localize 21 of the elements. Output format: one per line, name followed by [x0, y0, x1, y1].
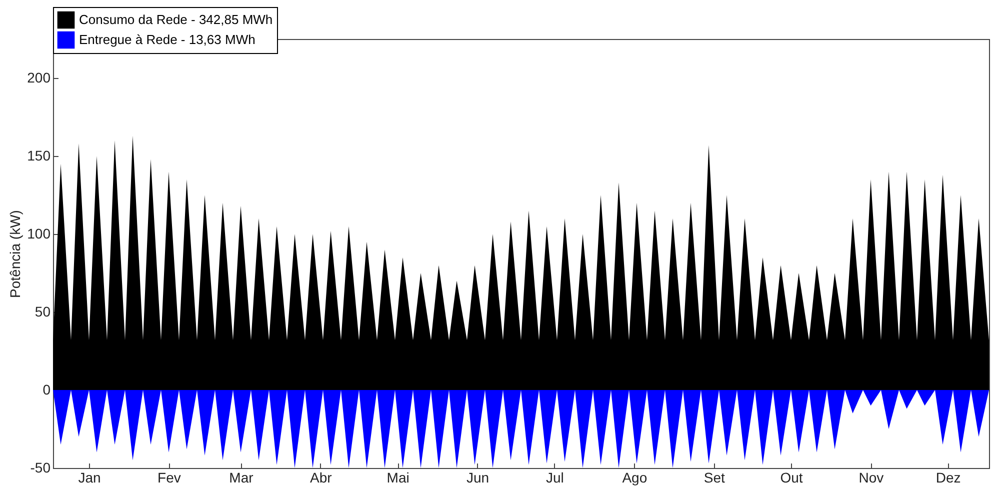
y-tick-label: 200: [27, 70, 51, 86]
y-tick-label: 150: [27, 148, 51, 164]
x-tick-label: Dez: [936, 470, 961, 486]
y-tick-label: 50: [34, 304, 51, 320]
x-tick-label: Abr: [310, 470, 332, 486]
x-tick-label: Mai: [386, 470, 410, 486]
x-tick-label: Nov: [858, 470, 884, 486]
x-tick-label: Jun: [466, 470, 490, 486]
y-tick-label: -50: [30, 460, 51, 476]
x-tick-label: Jan: [78, 470, 101, 486]
x-tick-label: Fev: [158, 470, 181, 486]
x-tick-label: Ago: [622, 470, 648, 486]
y-tick-label: 100: [27, 226, 51, 242]
x-tick-label: Mar: [229, 470, 254, 486]
x-tick-label: Jul: [546, 470, 564, 486]
x-tick-label: Out: [780, 470, 803, 486]
x-tick-label: Set: [704, 470, 725, 486]
y-axis-title: Potência (kW): [7, 210, 24, 298]
y-tick-label: 0: [42, 382, 51, 398]
legend-label: Entregue à Rede - 13,63 MWh: [79, 32, 256, 47]
legend-label: Consumo da Rede - 342,85 MWh: [79, 12, 273, 27]
